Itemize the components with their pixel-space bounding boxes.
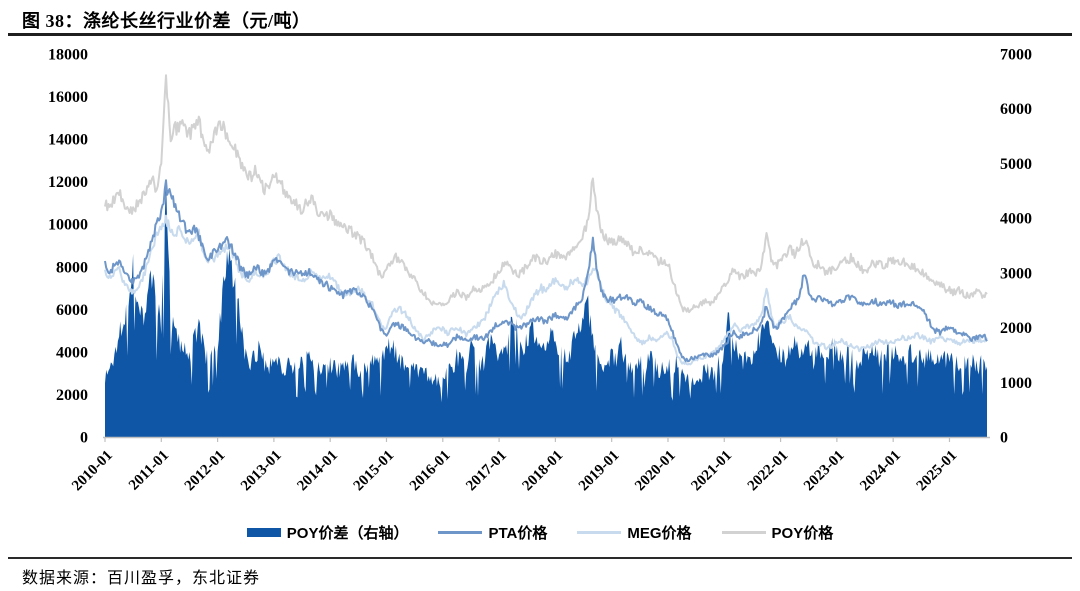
svg-text:10000: 10000 bbox=[48, 217, 88, 234]
svg-text:2021-01: 2021-01 bbox=[688, 448, 735, 495]
line-swatch-icon bbox=[721, 531, 766, 534]
data-source-text: 数据来源：百川盈孚，东北证券 bbox=[22, 570, 261, 587]
svg-text:2000: 2000 bbox=[56, 387, 88, 404]
svg-text:18000: 18000 bbox=[48, 47, 88, 64]
bar-swatch-icon bbox=[246, 528, 281, 537]
line-swatch-icon bbox=[438, 531, 483, 534]
svg-text:2022-01: 2022-01 bbox=[745, 448, 792, 495]
svg-text:2013-01: 2013-01 bbox=[238, 448, 285, 495]
svg-text:14000: 14000 bbox=[48, 132, 88, 149]
svg-text:2023-01: 2023-01 bbox=[801, 448, 848, 495]
legend-item-pta-price: PTA价格 bbox=[438, 522, 547, 543]
figure-title: 图 38：涤纶长丝行业价差（元/吨） bbox=[22, 11, 311, 31]
svg-text:8000: 8000 bbox=[56, 259, 88, 276]
chart-legend: POY价差（右轴） PTA价格 MEG价格 POY价格 bbox=[0, 522, 1080, 543]
svg-text:2017-01: 2017-01 bbox=[463, 448, 510, 495]
svg-text:2018-01: 2018-01 bbox=[520, 448, 567, 495]
legend-label-poy-spread: POY价差（右轴） bbox=[286, 525, 409, 542]
svg-text:3000: 3000 bbox=[1000, 265, 1032, 282]
svg-text:5000: 5000 bbox=[1000, 156, 1032, 173]
svg-text:2012-01: 2012-01 bbox=[182, 448, 229, 495]
svg-text:2010-01: 2010-01 bbox=[69, 448, 116, 495]
source-divider bbox=[8, 557, 1072, 559]
line-swatch-icon bbox=[577, 531, 622, 534]
legend-label-poy-price: POY价格 bbox=[771, 525, 834, 542]
price-spread-combo-chart: 2010-01 2011-01 2012-01 2013-01 2014-01 2015-… bbox=[48, 47, 1032, 495]
svg-text:2025-01: 2025-01 bbox=[914, 448, 961, 495]
svg-text:0: 0 bbox=[1000, 430, 1008, 447]
svg-text:6000: 6000 bbox=[1000, 101, 1032, 118]
svg-text:0: 0 bbox=[80, 430, 88, 447]
svg-text:12000: 12000 bbox=[48, 174, 88, 191]
svg-text:2000: 2000 bbox=[1000, 320, 1032, 337]
svg-text:7000: 7000 bbox=[1000, 47, 1032, 64]
svg-text:4000: 4000 bbox=[56, 344, 88, 361]
svg-text:2024-01: 2024-01 bbox=[857, 448, 904, 495]
legend-item-meg-price: MEG价格 bbox=[577, 522, 692, 543]
svg-text:2014-01: 2014-01 bbox=[294, 448, 341, 495]
svg-text:2016-01: 2016-01 bbox=[407, 448, 454, 495]
legend-item-poy-spread: POY价差（右轴） bbox=[246, 522, 409, 543]
svg-text:1000: 1000 bbox=[1000, 375, 1032, 392]
legend-label-meg-price: MEG价格 bbox=[627, 525, 692, 542]
svg-text:2015-01: 2015-01 bbox=[351, 448, 398, 495]
legend-label-pta-price: PTA价格 bbox=[488, 525, 548, 542]
title-underline bbox=[8, 33, 1072, 36]
svg-text:2019-01: 2019-01 bbox=[576, 448, 623, 495]
svg-text:2020-01: 2020-01 bbox=[632, 448, 679, 495]
legend-item-poy-price: POY价格 bbox=[721, 522, 834, 543]
svg-text:4000: 4000 bbox=[1000, 211, 1032, 228]
svg-text:6000: 6000 bbox=[56, 302, 88, 319]
svg-text:16000: 16000 bbox=[48, 89, 88, 106]
svg-text:2011-01: 2011-01 bbox=[126, 448, 172, 494]
